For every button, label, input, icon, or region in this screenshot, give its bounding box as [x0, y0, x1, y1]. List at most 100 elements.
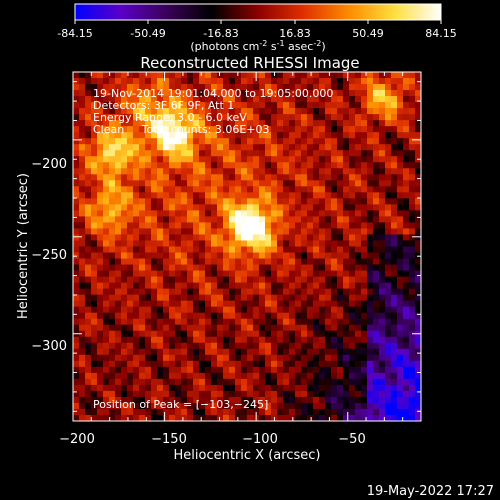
heatmap-cell [295, 336, 302, 344]
heatmap-cell [121, 150, 128, 157]
heatmap-cell [175, 114, 182, 121]
heatmap-cell [235, 336, 242, 344]
heatmap-cell [133, 414, 140, 421]
heatmap-cell [133, 372, 140, 380]
heatmap-cell [259, 336, 266, 344]
heatmap-cell [139, 354, 146, 362]
heatmap-cell [121, 126, 128, 133]
heatmap-cell [157, 108, 164, 115]
heatmap-cell [97, 390, 104, 398]
heatmap-cell [259, 240, 266, 248]
heatmap-cell [211, 162, 218, 169]
heatmap-cell [307, 156, 314, 163]
heatmap-cell [385, 372, 392, 380]
heatmap-cell [325, 324, 332, 332]
heatmap-cell [277, 366, 284, 374]
heatmap-cell [151, 360, 158, 368]
heatmap-cell [349, 408, 356, 416]
heatmap-cell [187, 324, 194, 332]
heatmap-cell [85, 300, 92, 308]
heatmap-cell [367, 144, 374, 151]
heatmap-cell [403, 408, 410, 416]
heatmap-cell [241, 144, 248, 151]
heatmap-cell [349, 198, 356, 205]
heatmap-cell [403, 372, 410, 380]
heatmap-cell [403, 348, 410, 356]
heatmap-cell [295, 84, 302, 91]
heatmap-cell [133, 336, 140, 344]
heatmap-cell [151, 396, 158, 404]
heatmap-cell [193, 342, 200, 350]
heatmap-cell [181, 162, 188, 169]
heatmap-cell [253, 210, 260, 218]
heatmap-cell [241, 372, 248, 380]
heatmap-cell [265, 282, 272, 290]
heatmap-cell [235, 312, 242, 320]
heatmap-cell [289, 132, 296, 139]
heatmap-cell [223, 204, 230, 211]
heatmap-cell [121, 138, 128, 145]
heatmap-cell [151, 228, 158, 236]
heatmap-cell [307, 354, 314, 362]
heatmap-cell [319, 258, 326, 266]
heatmap-cell [79, 90, 86, 97]
heatmap-cell [193, 408, 200, 416]
heatmap-cell [373, 318, 380, 326]
heatmap-cell [211, 324, 218, 332]
heatmap-cell [217, 126, 224, 133]
heatmap-cell [187, 408, 194, 416]
heatmap-cell [373, 198, 380, 205]
heatmap-cell [163, 120, 170, 127]
heatmap-cell [163, 276, 170, 284]
heatmap-cell [313, 246, 320, 254]
heatmap-cell [175, 72, 182, 79]
heatmap-cell [241, 216, 248, 224]
heatmap-cell [343, 162, 350, 169]
heatmap-cell [151, 264, 158, 272]
heatmap-cell [385, 330, 392, 338]
heatmap-cell [277, 408, 284, 416]
heatmap-cell [109, 150, 116, 157]
heatmap-cell [409, 234, 416, 242]
heatmap-cell [181, 180, 188, 187]
heatmap-cell [157, 132, 164, 139]
heatmap-cell [391, 192, 398, 199]
heatmap-cell [109, 72, 116, 79]
heatmap-cell [349, 258, 356, 266]
heatmap-cell [85, 168, 92, 175]
heatmap-cell [133, 306, 140, 314]
heatmap-cell [253, 306, 260, 314]
heatmap-cell [373, 306, 380, 314]
heatmap-cell [283, 144, 290, 151]
heatmap-cell [193, 114, 200, 121]
heatmap-cell [337, 258, 344, 266]
heatmap-cell [115, 78, 122, 85]
heatmap-cell [235, 252, 242, 260]
heatmap-cell [289, 336, 296, 344]
heatmap-cell [325, 132, 332, 139]
heatmap-cell [277, 240, 284, 248]
heatmap-cell [97, 270, 104, 278]
heatmap-cell [403, 162, 410, 169]
heatmap-cell [85, 360, 92, 368]
heatmap-cell [127, 78, 134, 85]
heatmap-cell [181, 240, 188, 248]
heatmap-cell [307, 336, 314, 344]
heatmap-cell [349, 150, 356, 157]
heatmap-cell [73, 372, 80, 380]
heatmap-cell [115, 72, 122, 79]
heatmap-cell [103, 408, 110, 416]
heatmap-cell [289, 252, 296, 260]
heatmap-cell [73, 162, 80, 169]
heatmap-cell [277, 390, 284, 398]
heatmap-cell [223, 72, 230, 79]
heatmap-cell [289, 186, 296, 193]
heatmap-cell [331, 312, 338, 320]
heatmap-cell [313, 162, 320, 169]
heatmap-cell [103, 138, 110, 145]
heatmap-cell [91, 294, 98, 302]
heatmap-cell [301, 90, 308, 97]
heatmap-cell [349, 102, 356, 109]
heatmap-cell [289, 108, 296, 115]
heatmap-cell [85, 276, 92, 284]
